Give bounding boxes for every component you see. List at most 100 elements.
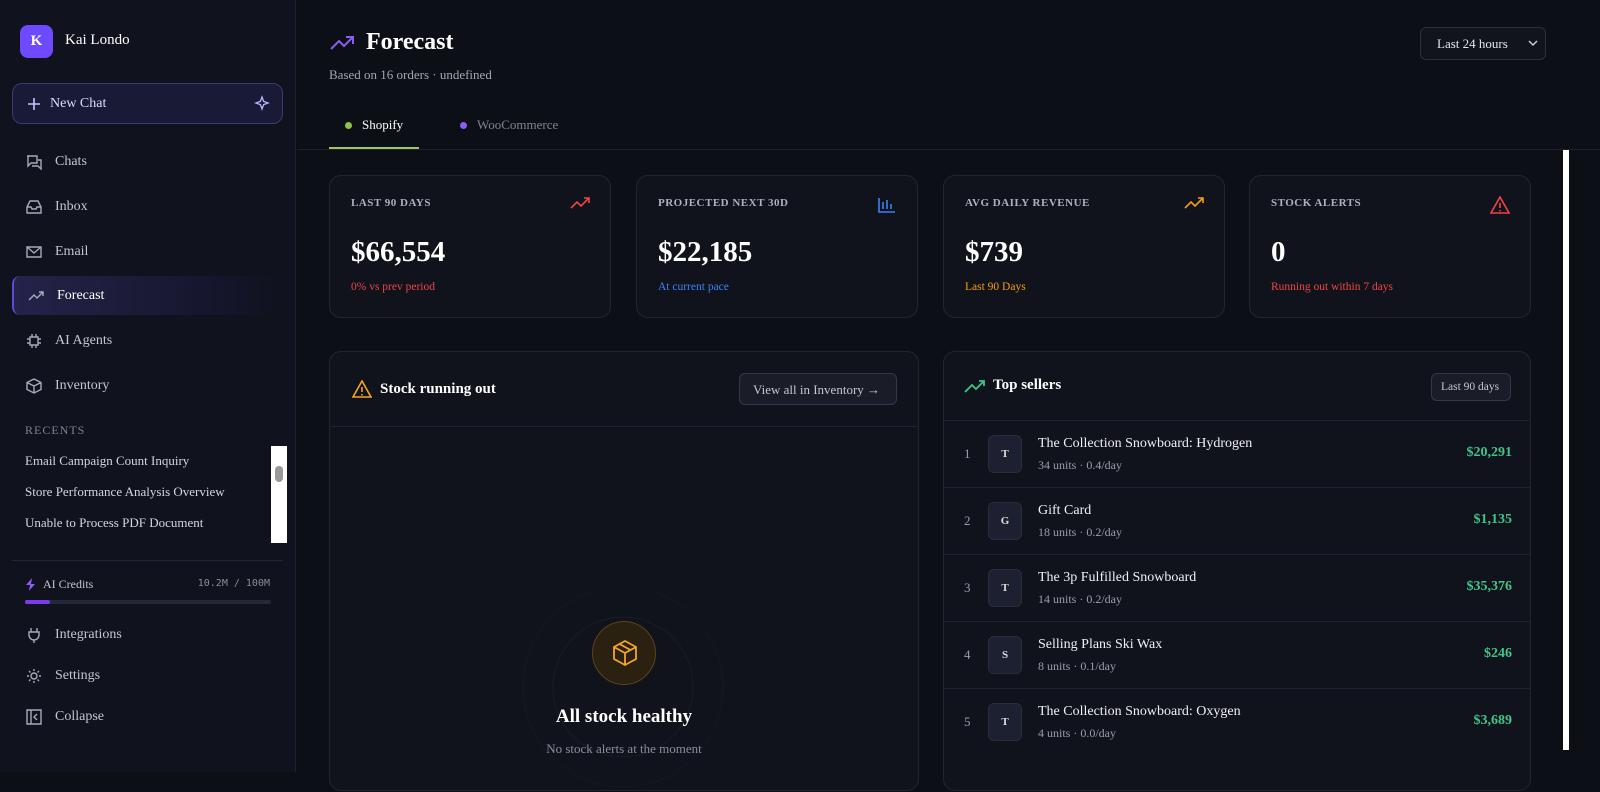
nav-icon (28, 627, 40, 643)
empty-title: All stock healthy (555, 706, 693, 727)
tab[interactable]: WooCommerce (444, 112, 574, 149)
stock-title: Stock running out (380, 381, 496, 397)
kpi-card: LAST 90 DAYS $66,554 0% vs prev period (329, 175, 611, 318)
seller-revenue: $246 (1484, 646, 1512, 661)
seller-revenue: $1,135 (1473, 512, 1513, 527)
footer-item[interactable]: Collapse (12, 697, 283, 736)
seller-initial: G (988, 502, 1022, 540)
stock-panel: Stock running out View all in Inventory … (329, 351, 919, 791)
kpi-icon (1184, 196, 1204, 219)
nav-icon (26, 377, 42, 394)
nav-icon (28, 290, 44, 300)
page-scrollbar[interactable] (1563, 150, 1569, 750)
seller-row[interactable]: 5 T The Collection Snowboard: Oxygen 4 unit… (944, 688, 1530, 755)
warning-icon (352, 380, 372, 398)
nav-icon (27, 333, 41, 348)
kpi-icon-svg (570, 197, 590, 209)
nav-item[interactable]: Chats (12, 142, 283, 181)
nav-item[interactable]: Inbox (12, 187, 283, 226)
nav-icon (27, 154, 42, 170)
scrollbar[interactable] (271, 446, 287, 543)
period-badge[interactable]: Last 90 days (1431, 373, 1511, 401)
kpi-label: PROJECTED NEXT 30D (658, 197, 789, 209)
nav-icon (26, 245, 42, 258)
kpi-card: AVG DAILY REVENUE $739 Last 90 Days (943, 175, 1225, 318)
kpi-card: PROJECTED NEXT 30D $22,185 At current pace (636, 175, 918, 318)
page-title: Forecast (366, 29, 454, 55)
nav-label: Chats (55, 153, 87, 169)
nav-label: Email (55, 243, 89, 259)
seller-meta: 14 units · 0.2/day (1038, 592, 1122, 606)
sparkle-icon (254, 95, 270, 111)
kpi-note: Running out within 7 days (1271, 281, 1394, 293)
seller-name: The Collection Snowboard: Oxygen (1038, 704, 1241, 719)
box-icon-circle (592, 621, 656, 685)
top-sellers-title: Top sellers (993, 377, 1062, 393)
nav-label: Inventory (55, 377, 110, 393)
seller-meta: 4 units · 0.0/day (1038, 726, 1116, 740)
kpi-icon-svg (878, 198, 895, 213)
scroll-thumb[interactable] (275, 466, 283, 482)
kpi-value: $66,554 (351, 236, 446, 268)
sidebar: K Kai Londo New Chat Chats Inbox Email Fore… (0, 0, 296, 772)
plus-icon (28, 98, 40, 110)
tab-dot (460, 122, 467, 129)
seller-initial: T (988, 703, 1022, 741)
seller-meta: 34 units · 0.4/day (1038, 458, 1122, 472)
new-chat-button[interactable]: New Chat (12, 83, 283, 124)
inventory-button[interactable]: View all in Inventory → (739, 373, 897, 405)
tab[interactable]: Shopify (329, 112, 420, 149)
seller-rank: 4 (964, 647, 971, 662)
kpi-value: 0 (1271, 236, 1286, 268)
tabs-border (297, 149, 1600, 150)
seller-revenue: $20,291 (1466, 445, 1513, 460)
footer-label: Integrations (55, 626, 122, 642)
kpi-label: STOCK ALERTS (1271, 197, 1362, 209)
nav-item[interactable]: Forecast (12, 276, 283, 315)
trend-up-icon (964, 380, 985, 393)
kpi-value: $22,185 (658, 236, 753, 268)
kpi-card: STOCK ALERTS 0 Running out within 7 days (1249, 175, 1531, 318)
avatar[interactable]: K (20, 25, 53, 58)
footer-item[interactable]: Settings (12, 656, 283, 695)
nav-item[interactable]: Email (12, 232, 283, 271)
kpi-icon (877, 196, 897, 219)
new-chat-label: New Chat (50, 96, 107, 111)
top-sellers-panel: Top sellers Last 90 days 1 T The Collectio… (943, 351, 1531, 791)
nav-label: Forecast (57, 287, 105, 303)
user-name: Kai Londo (65, 32, 130, 48)
recent-chat[interactable]: Unable to Process PDF Document (25, 515, 204, 530)
kpi-icon-svg (1489, 195, 1511, 214)
seller-rank: 3 (964, 580, 971, 595)
recent-chat[interactable]: Store Performance Analysis Overview (25, 484, 225, 499)
seller-rank: 5 (964, 714, 971, 729)
credits-fill (25, 600, 50, 604)
seller-row[interactable]: 4 S Selling Plans Ski Wax 8 units · 0.1/day… (944, 621, 1530, 688)
seller-meta: 8 units · 0.1/day (1038, 659, 1116, 673)
kpi-note: 0% vs prev period (351, 281, 435, 293)
kpi-icon-svg (1184, 197, 1204, 209)
seller-initial: T (988, 569, 1022, 607)
seller-name: Gift Card (1038, 503, 1092, 518)
kpi-icon (570, 196, 590, 219)
seller-row[interactable]: 2 G Gift Card 18 units · 0.2/day $1,135 (944, 487, 1530, 554)
seller-row[interactable]: 1 T The Collection Snowboard: Hydrogen 34 u… (944, 420, 1530, 487)
chevron (1528, 40, 1538, 47)
footer-label: Collapse (55, 708, 104, 724)
divider (12, 560, 283, 561)
seller-rank: 2 (964, 513, 971, 528)
kpi-label: LAST 90 DAYS (351, 197, 431, 209)
empty-note: No stock alerts at the moment (546, 741, 702, 756)
nav-item[interactable]: Inventory (12, 366, 283, 405)
seller-revenue: $3,689 (1473, 713, 1513, 728)
range-select[interactable]: Last 24 hours (1420, 27, 1546, 60)
credits-usage: 10.2M / 100M (197, 578, 270, 589)
panel-divider (330, 426, 918, 427)
recent-chat[interactable]: Email Campaign Count Inquiry (25, 453, 190, 468)
footer-item[interactable]: Integrations (12, 615, 283, 654)
nav-item[interactable]: AI Agents (12, 321, 283, 360)
nav-label: Inbox (55, 198, 88, 214)
seller-row[interactable]: 3 T The 3p Fulfilled Snowboard 14 units · 0… (944, 554, 1530, 621)
